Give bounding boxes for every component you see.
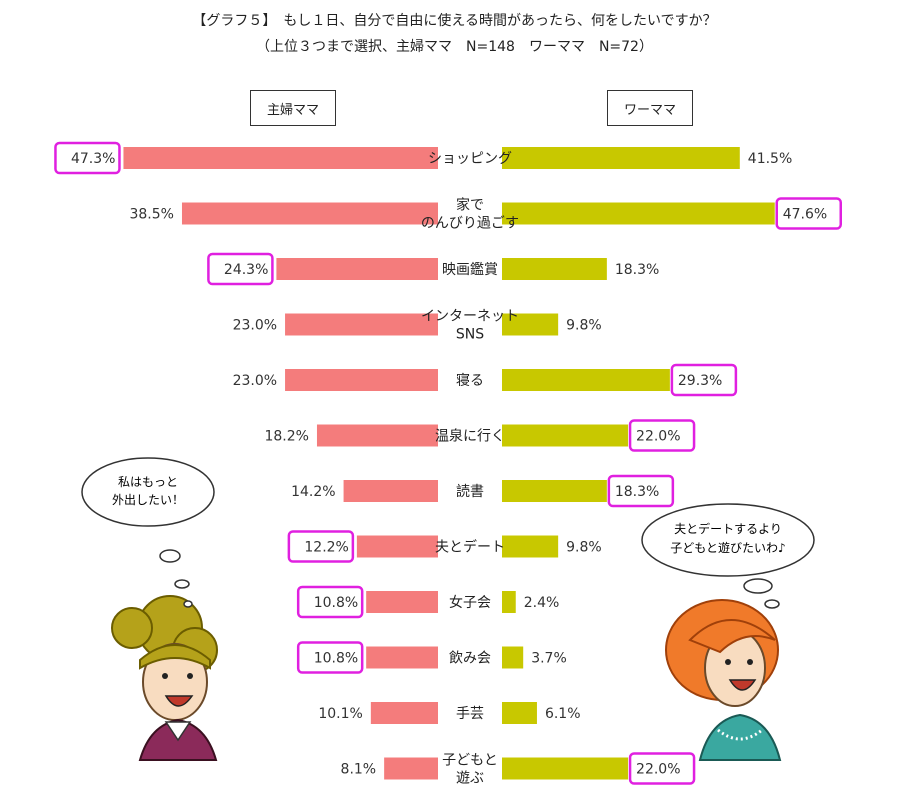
data-label-right: 6.1%: [545, 706, 581, 722]
bar-left: [285, 369, 438, 391]
category-label: 飲み会: [449, 651, 491, 667]
highlight-box-left: [207, 252, 274, 286]
bar-right: [502, 480, 607, 502]
data-label-right: 22.0%: [636, 762, 680, 778]
data-label-right: 29.3%: [678, 373, 722, 389]
right-bubble-line-2: 子どもと遊びたいわ♪: [670, 540, 785, 555]
data-label-left: 47.3%: [71, 151, 115, 167]
highlight-box-right: [628, 419, 696, 452]
data-label-left: 23.0%: [233, 373, 277, 389]
data-label-right: 47.6%: [783, 207, 827, 223]
category-label: 夫とデート: [435, 539, 505, 556]
category-label: 手芸: [456, 706, 484, 722]
left-bubble-line-1: 私はもっと: [118, 475, 178, 489]
data-label-left: 18.2%: [264, 429, 308, 445]
data-label-left: 23.0%: [233, 318, 277, 334]
highlight-box-left: [54, 141, 121, 175]
left-series-header: 主婦ママ: [250, 90, 336, 126]
bar-right: [502, 591, 516, 613]
bar-right: [502, 535, 559, 558]
category-label: 読書: [456, 483, 484, 500]
bar-left: [181, 202, 438, 225]
data-label-right: 2.4%: [524, 595, 560, 611]
right-series-header: ワーママ: [607, 90, 693, 126]
bar-right: [502, 369, 670, 391]
data-label-right: 18.3%: [615, 262, 659, 278]
data-label-left: 12.2%: [304, 540, 348, 556]
left-thought-bubble: 私はもっと 外出したい！: [81, 457, 215, 608]
category-label: 温泉に行く: [435, 428, 505, 445]
bar-left: [276, 258, 438, 280]
bar-left: [384, 757, 438, 780]
bar-left: [370, 702, 438, 724]
bar-right: [502, 202, 775, 225]
bar-left: [285, 313, 438, 336]
data-label-right: 9.8%: [566, 540, 602, 556]
working-mom-illustration: [665, 599, 782, 761]
highlight-box-left: [287, 530, 355, 563]
data-label-left: 8.1%: [341, 762, 377, 778]
category-label: SNS: [456, 327, 484, 343]
right-thought-bubble: 夫とデートするより 子どもと遊びたいわ♪: [641, 503, 815, 609]
highlight-box-left: [296, 641, 364, 674]
right-bubble-line-1: 夫とデートするより: [674, 521, 782, 536]
bar-right: [502, 147, 740, 169]
data-label-left: 38.5%: [129, 207, 173, 223]
data-label-left: 10.8%: [314, 595, 358, 611]
bar-right: [502, 313, 559, 336]
housewife-mom-illustration: [111, 595, 218, 761]
bar-right: [502, 702, 537, 724]
category-label: 遊ぶ: [456, 771, 484, 787]
data-label-right: 22.0%: [636, 429, 680, 445]
bar-left: [343, 480, 438, 502]
highlight-box-right: [670, 363, 738, 397]
category-label: 子どもと: [442, 753, 498, 769]
chart-title: 【グラフ５】 もし１日、自分で自由に使える時間があったら、何をしたいですか？: [192, 13, 717, 29]
highlight-box-right: [607, 474, 675, 508]
bar-left: [366, 646, 438, 669]
data-label-right: 18.3%: [615, 484, 659, 500]
data-label-left: 14.2%: [291, 484, 335, 500]
data-label-left: 10.1%: [318, 706, 362, 722]
category-label: のんびり過ごす: [421, 216, 519, 232]
category-label: 映画鑑賞: [442, 261, 498, 278]
bar-right: [502, 258, 607, 280]
bar-right: [502, 646, 524, 669]
category-label: 寝る: [456, 372, 484, 389]
highlight-box-right: [628, 752, 696, 785]
bar-left: [366, 591, 438, 613]
data-label-right: 41.5%: [748, 151, 792, 167]
highlight-box-right: [775, 197, 842, 230]
category-label: ショッピング: [428, 151, 512, 167]
data-label-right: 3.7%: [531, 651, 567, 667]
category-label: 家で: [456, 197, 484, 214]
category-label: 女子会: [449, 594, 491, 611]
data-label-left: 10.8%: [314, 651, 358, 667]
bar-left: [316, 424, 438, 447]
chart-subtitle: （上位３つまで選択、主婦ママ N=148 ワーママ N=72）: [256, 39, 653, 55]
highlight-box-left: [296, 585, 364, 619]
bar-right: [502, 757, 629, 780]
bar-right: [502, 424, 629, 447]
data-label-left: 24.3%: [224, 262, 268, 278]
data-label-right: 9.8%: [566, 318, 602, 334]
left-bubble-line-2: 外出したい！: [112, 493, 184, 507]
bar-left: [356, 535, 438, 558]
category-label: インターネット: [421, 309, 519, 325]
bar-left: [123, 147, 438, 169]
